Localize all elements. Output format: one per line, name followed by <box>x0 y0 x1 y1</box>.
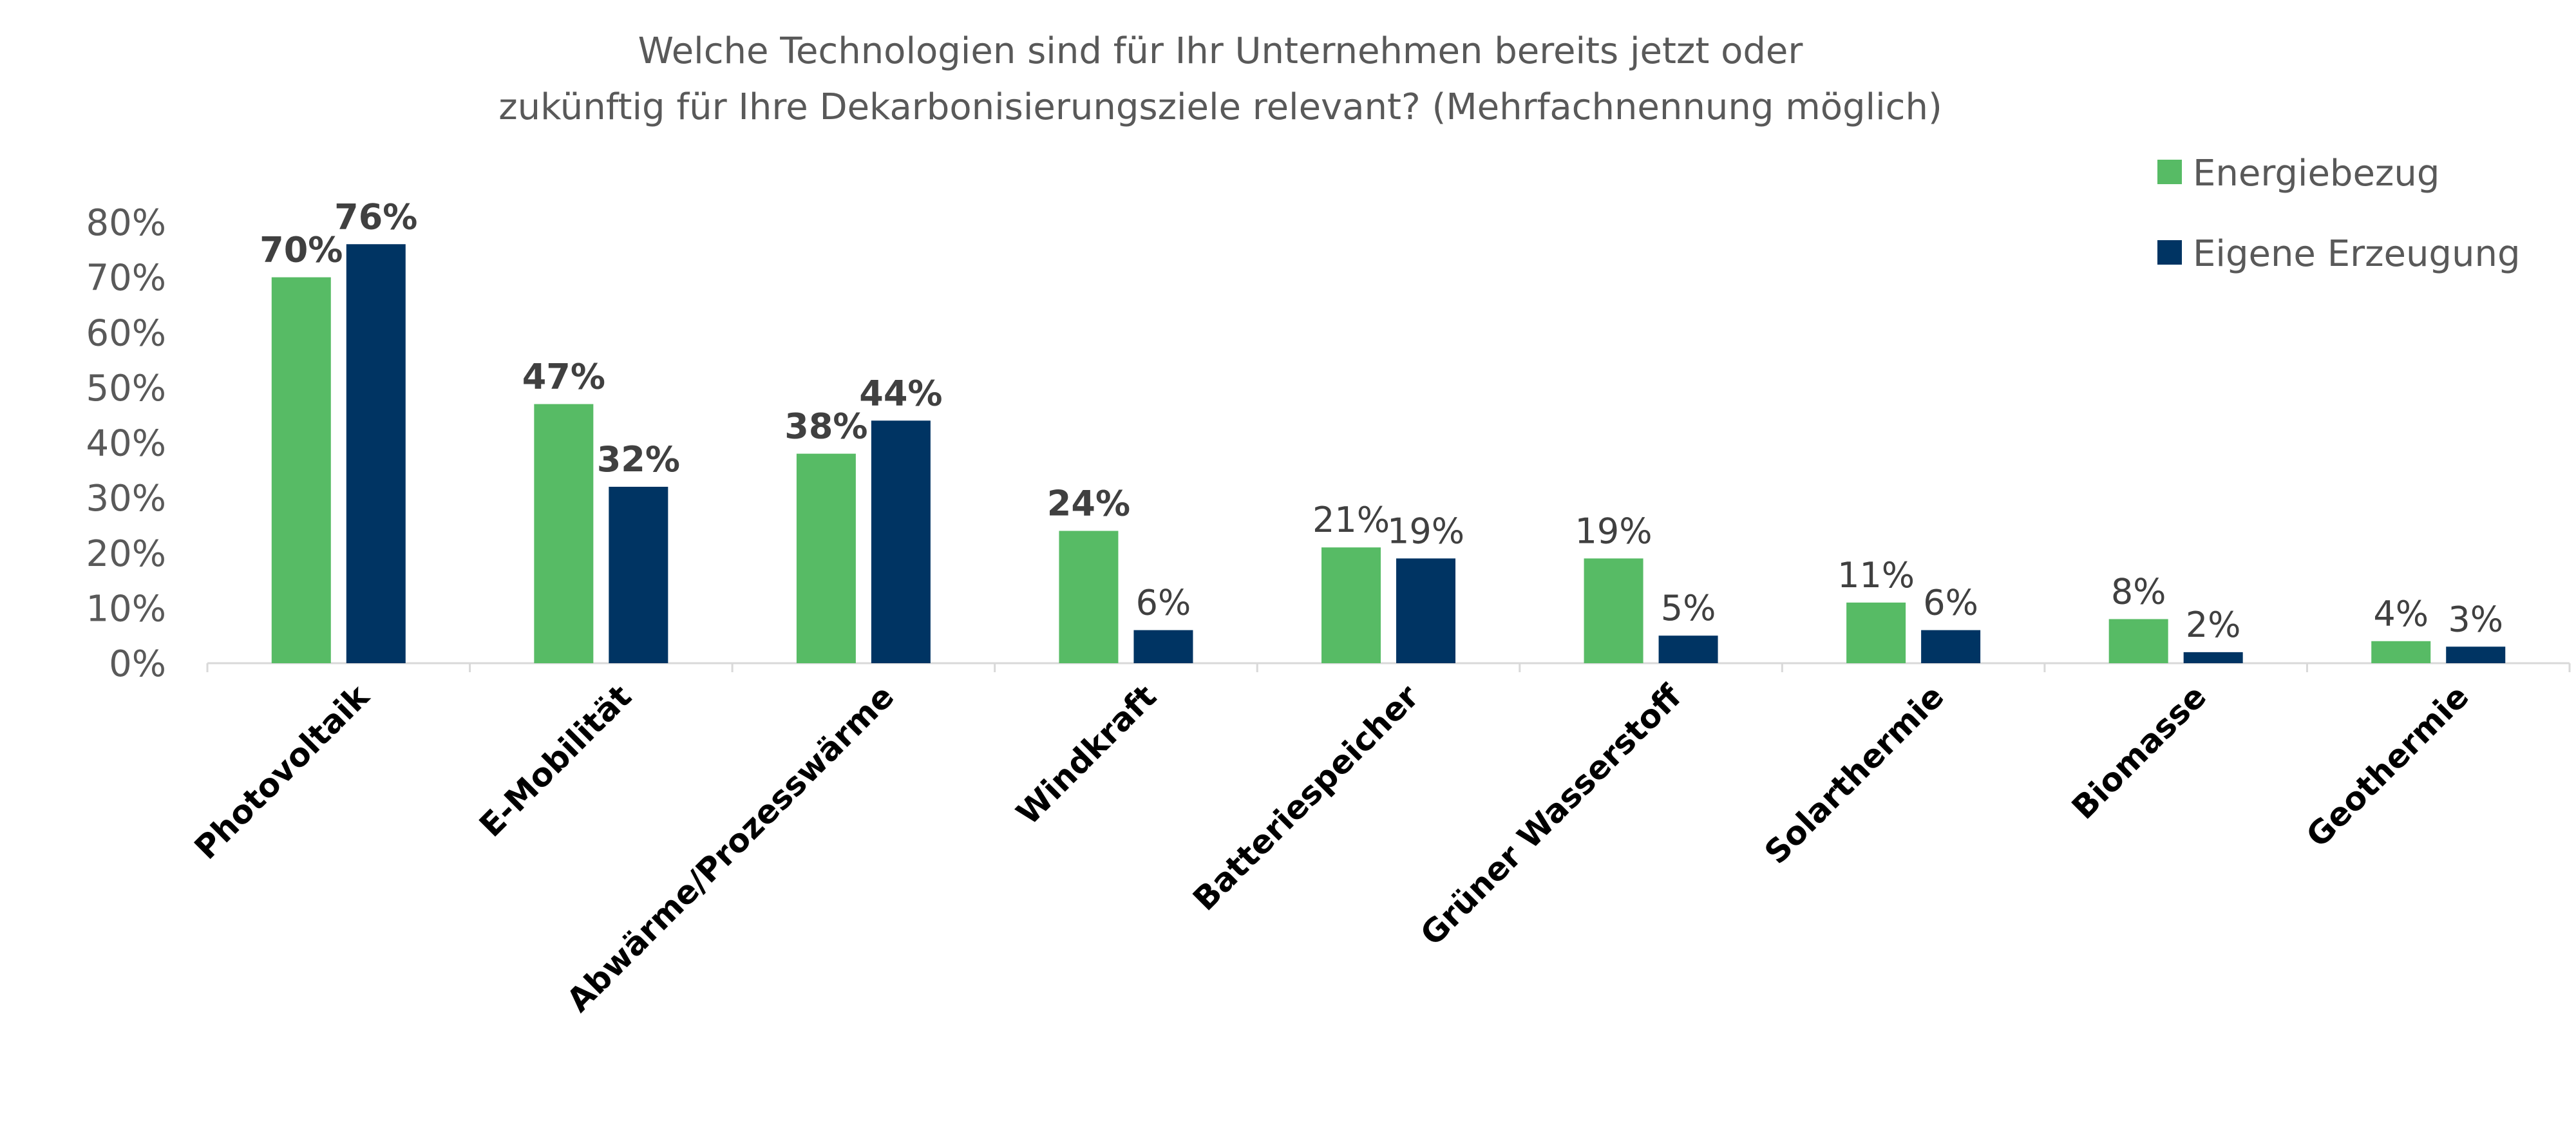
bar-eigene-erzeugung <box>1658 636 1718 663</box>
chart-title-line-1: Welche Technologien sind für Ihr Unterne… <box>638 30 1804 72</box>
legend-label: Energiebezug <box>2193 153 2439 194</box>
category-label: Windkraft <box>1009 677 1164 832</box>
x-axis <box>206 662 2571 672</box>
category-label: Photovoltaik <box>187 677 377 867</box>
y-tick-label: 30% <box>86 478 166 520</box>
y-tick-label: 0% <box>109 643 166 685</box>
y-axis: 0% 10% 20% 30% 40% 50% 60% 70% 80% <box>86 202 166 685</box>
data-label: 47% <box>522 357 605 397</box>
legend-swatch <box>2157 160 2182 184</box>
chart-title-line-2: zukünftig für Ihre Dekarbonisierungsziel… <box>498 86 1942 128</box>
bar-eigene-erzeugung <box>346 244 406 663</box>
bar-eigene-erzeugung <box>1921 630 1981 663</box>
category-label: Geothermie <box>2299 677 2476 854</box>
y-tick-label: 10% <box>86 588 166 630</box>
data-label: 4% <box>2373 594 2429 634</box>
category-label: Solarthermie <box>1757 677 1951 871</box>
bar-energiebezug <box>534 404 594 663</box>
bar-energiebezug <box>2108 619 2168 663</box>
data-label: 6% <box>1136 583 1191 623</box>
bar-eigene-erzeugung <box>2183 652 2243 663</box>
y-tick-label: 20% <box>86 533 166 575</box>
data-label: 11% <box>1837 555 1915 596</box>
data-label: 3% <box>2448 599 2503 639</box>
bar-energiebezug <box>796 453 856 663</box>
bar-energiebezug <box>1059 531 1119 663</box>
y-tick-label: 40% <box>86 423 166 465</box>
bar-energiebezug <box>2371 641 2431 663</box>
y-tick-label: 70% <box>86 258 166 299</box>
category-label: E-Mobilität <box>472 677 639 844</box>
data-label: 24% <box>1047 484 1130 524</box>
category-labels: Photovoltaik E-MobilitätAbwärme/Prozesswä… <box>187 677 2476 1019</box>
bars <box>271 244 2506 663</box>
bar-energiebezug <box>271 277 331 663</box>
category-label: Grüner Wasserstoff <box>1414 677 1689 953</box>
legend-label: Eigene Erzeugung <box>2193 233 2521 275</box>
bar-energiebezug <box>1584 558 1643 663</box>
data-label: 32% <box>597 439 680 480</box>
y-tick-label: 80% <box>86 202 166 244</box>
bar-eigene-erzeugung <box>609 487 668 663</box>
data-label: 38% <box>784 406 867 447</box>
data-label: 70% <box>260 230 343 270</box>
chart-title: Welche Technologien sind für Ihr Unterne… <box>498 30 1942 128</box>
legend-swatch <box>2157 240 2182 265</box>
y-tick-label: 60% <box>86 312 166 354</box>
bar-energiebezug <box>1321 547 1381 663</box>
data-label: 21% <box>1312 500 1390 540</box>
bar-eigene-erzeugung <box>871 420 931 663</box>
category-label: Batteriespeicher <box>1186 677 1426 918</box>
data-label: 8% <box>2111 572 2166 612</box>
data-label: 76% <box>334 196 417 237</box>
data-label: 6% <box>1923 583 1978 623</box>
data-label: 5% <box>1661 588 1716 628</box>
y-tick-label: 50% <box>86 368 166 410</box>
legend: Energiebezug Eigene Erzeugung <box>2157 153 2521 275</box>
data-label: 19% <box>1387 511 1464 551</box>
bar-energiebezug <box>1846 602 1906 663</box>
bar-eigene-erzeugung <box>2446 646 2506 663</box>
data-label: 2% <box>2186 605 2241 645</box>
data-label: 19% <box>1575 511 1653 551</box>
bar-eigene-erzeugung <box>1396 558 1455 663</box>
data-labels: 70%76%47%32%38%44%24%6%21%19% 19%5%11%6% 8… <box>260 196 2503 645</box>
category-label: Biomasse <box>2065 677 2213 826</box>
data-label: 44% <box>859 373 942 413</box>
bar-eigene-erzeugung <box>1133 630 1193 663</box>
